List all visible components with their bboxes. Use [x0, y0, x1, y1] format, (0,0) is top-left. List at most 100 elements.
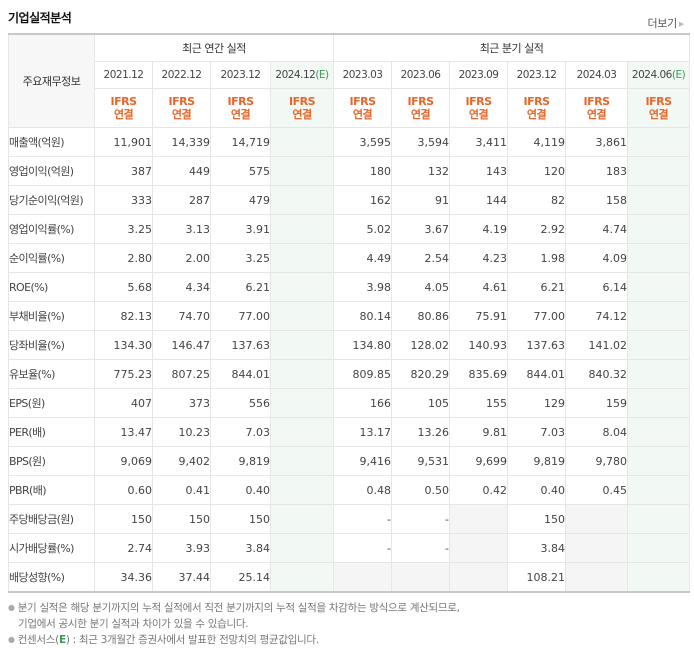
value-cell: 835.69 [449, 359, 509, 389]
group-header-quarterly: 최근 분기 실적 [333, 33, 691, 62]
ifrs-label: IFRS [349, 95, 377, 108]
value-cell: 180 [333, 156, 393, 186]
ifrs-label: IFRS [465, 95, 493, 108]
value-cell: 134.80 [333, 330, 393, 360]
value-cell: 105 [391, 388, 451, 418]
period-header: 2023.03 [333, 61, 393, 89]
table-row: ROE(%) 5.68 4.34 6.21 3.98 4.05 4.61 6.21 6.14 [8, 272, 691, 302]
row-label: 영업이익률(%) [8, 214, 95, 244]
value-cell [627, 330, 691, 360]
value-cell: 2.80 [94, 243, 153, 273]
row-label: 유보율(%) [8, 359, 95, 389]
value-cell [391, 562, 451, 593]
value-cell: 13.47 [94, 417, 153, 447]
value-cell: 4.61 [449, 272, 509, 302]
value-cell [627, 417, 691, 447]
estimate-mark: (E) [671, 69, 686, 81]
value-cell: 4.74 [565, 214, 629, 244]
value-cell [627, 301, 691, 331]
period-header: 2024.12(E) [269, 61, 335, 89]
value-cell: 3,595 [333, 127, 393, 157]
value-cell: 2.92 [507, 214, 567, 244]
value-cell: 132 [391, 156, 451, 186]
period-header: 2021.12 [94, 61, 153, 89]
ifrs-label: IFRS [227, 95, 255, 108]
corner-header: 주요재무정보 [8, 33, 95, 128]
period-header: 2023.06 [391, 61, 451, 89]
value-cell: 13.26 [391, 417, 451, 447]
period-header: 2023.12 [210, 61, 271, 89]
value-cell: 34.36 [94, 562, 153, 593]
table-row: 순이익률(%) 2.80 2.00 3.25 4.49 2.54 4.23 1.98 4.09 [8, 243, 691, 273]
ifrs-label: IFRS [289, 95, 316, 108]
value-cell [269, 214, 335, 244]
ifrs-label: IFRS [110, 95, 138, 108]
accounting-type: IFRS 연결 [152, 88, 211, 128]
value-cell: 74.70 [152, 301, 211, 331]
value-cell: 9,780 [565, 446, 629, 476]
consolidated-label: 연결 [468, 108, 489, 121]
value-cell: 0.42 [449, 475, 509, 505]
value-cell: 0.41 [152, 475, 211, 505]
value-cell [269, 330, 335, 360]
value-cell: 150 [507, 504, 567, 534]
value-cell: 2.00 [152, 243, 211, 273]
period-date: 2023.12 [220, 69, 261, 81]
value-cell: 575 [210, 156, 271, 186]
value-cell: 146.47 [152, 330, 211, 360]
period-date: 2023.12 [516, 69, 557, 81]
footnote-consensus: ● 컨센서스(E) : 최근 3개월간 증권사에서 발표한 전망치의 평균값입니다… [8, 634, 319, 646]
consolidated-label: 연결 [113, 108, 134, 121]
value-cell: 9,531 [391, 446, 451, 476]
table-row: 부채비율(%) 82.13 74.70 77.00 80.14 80.86 75.91 77.… [8, 301, 691, 331]
value-cell: 0.40 [507, 475, 567, 505]
row-label: PBR(배) [8, 475, 95, 505]
value-cell [269, 272, 335, 302]
value-cell: 77.00 [210, 301, 271, 331]
row-label: 당좌비율(%) [8, 330, 95, 360]
value-cell: 844.01 [210, 359, 271, 389]
value-cell: 77.00 [507, 301, 567, 331]
value-cell: 14,339 [152, 127, 211, 157]
value-cell: 140.93 [449, 330, 509, 360]
value-cell: 6.21 [210, 272, 271, 302]
value-cell: 3,861 [565, 127, 629, 157]
accounting-type: IFRS 연결 [94, 88, 153, 128]
period-date: 2024.12 [275, 69, 316, 81]
value-cell: 3,411 [449, 127, 509, 157]
value-cell: 82 [507, 185, 567, 215]
value-cell [269, 388, 335, 418]
value-cell: 10.23 [152, 417, 211, 447]
value-cell [269, 359, 335, 389]
value-cell [565, 533, 629, 563]
period-date: 2022.12 [161, 69, 202, 81]
table-row: 당기순이익(억원) 333 287 479 162 91 144 82 158 [8, 185, 691, 215]
value-cell: 4.34 [152, 272, 211, 302]
value-cell: 13.17 [333, 417, 393, 447]
value-cell: 120 [507, 156, 567, 186]
value-cell [627, 272, 691, 302]
more-link[interactable]: 더보기 ▶ [647, 15, 684, 31]
table-row: 매출액(억원) 11,901 14,339 14,719 3,595 3,594 3,411… [8, 127, 691, 157]
value-cell: 7.03 [507, 417, 567, 447]
value-cell: 158 [565, 185, 629, 215]
value-cell: 37.44 [152, 562, 211, 593]
row-label: PER(배) [8, 417, 95, 447]
value-cell: 150 [152, 504, 211, 534]
value-cell: 479 [210, 185, 271, 215]
value-cell: 108.21 [507, 562, 567, 593]
value-cell: 4.23 [449, 243, 509, 273]
period-header: 2022.12 [152, 61, 211, 89]
value-cell: 150 [94, 504, 153, 534]
value-cell: 9,699 [449, 446, 509, 476]
value-cell: 143 [449, 156, 509, 186]
value-cell [449, 504, 509, 534]
table-row: 배당성향(%) 34.36 37.44 25.14 108.21 [8, 562, 691, 593]
value-cell [627, 359, 691, 389]
period-header: 2023.09 [449, 61, 509, 89]
value-cell: 0.60 [94, 475, 153, 505]
table-row: 주당배당금(원) 150 150 150- -150 [8, 504, 691, 534]
value-cell [269, 156, 335, 186]
value-cell [269, 185, 335, 215]
value-cell: 387 [94, 156, 153, 186]
